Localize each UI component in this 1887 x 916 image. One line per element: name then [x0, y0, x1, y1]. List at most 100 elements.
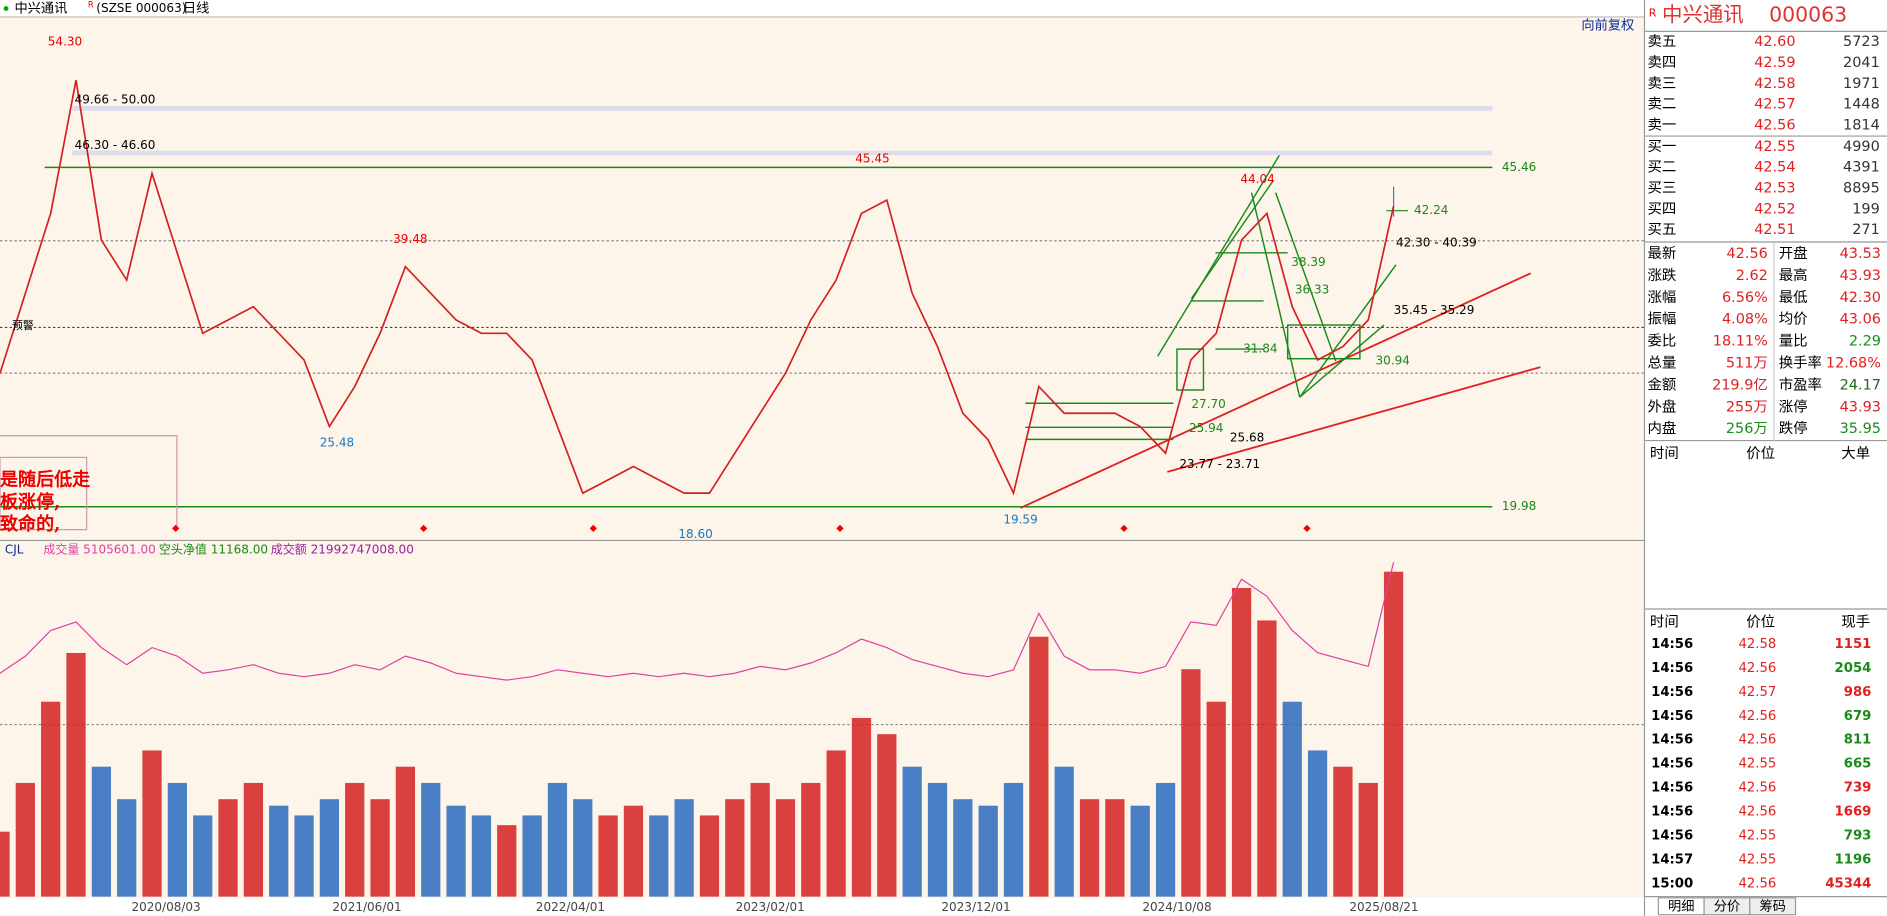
book-price: 42.56 [1754, 117, 1795, 133]
stat-value: 42.56 [1727, 246, 1768, 262]
trade-price: 42.55 [1738, 852, 1776, 867]
stat-value: 12.68% [1826, 356, 1881, 372]
drawings [1025, 154, 1397, 441]
signal-markers [172, 524, 1311, 533]
volume-bar [1358, 782, 1378, 897]
book-price: 42.51 [1754, 222, 1795, 238]
volume-bar [1333, 766, 1353, 897]
stat-label: 最低 [1779, 289, 1808, 306]
volume-bar [1206, 701, 1226, 897]
trade-time: 14:57 [1651, 852, 1693, 867]
stat-label: 外盘 [1648, 397, 1677, 415]
tab-label[interactable]: 筹码 [1759, 897, 1785, 914]
price-label: 38.39 [1291, 255, 1325, 269]
stat-value: 255万 [1726, 399, 1768, 415]
trade-volume: 1151 [1835, 637, 1872, 652]
volume-bar [193, 815, 213, 897]
stat-label: 振幅 [1648, 311, 1677, 328]
period[interactable]: 日线 [183, 1, 209, 17]
trend-line [1020, 272, 1532, 509]
price-label: 54.30 [48, 35, 82, 49]
price-label: 45.45 [855, 151, 889, 165]
stat-value: 18.11% [1713, 334, 1768, 350]
stat-value: 256万 [1726, 421, 1768, 437]
volume-bar [1231, 587, 1252, 897]
stat-value: 43.93 [1840, 268, 1881, 284]
volume-bar [1155, 782, 1176, 897]
tab-label[interactable]: 明细 [1668, 898, 1694, 914]
volume-bar [826, 750, 846, 897]
book-label: 买五 [1648, 221, 1677, 238]
book-price: 42.54 [1754, 160, 1795, 176]
book-volume: 8895 [1843, 181, 1880, 197]
volume-bar [1079, 799, 1100, 897]
trade-price: 42.55 [1738, 757, 1776, 772]
note: 预警 [12, 318, 34, 332]
price-label: 42.24 [1414, 203, 1448, 217]
volume-bar [370, 799, 390, 897]
book-label: 卖三 [1648, 75, 1677, 92]
volume-bar [167, 782, 187, 897]
trade-volume: 2054 [1835, 661, 1872, 676]
stat-value: 2.62 [1736, 268, 1768, 284]
volume-bar [446, 805, 466, 897]
note: 致命的, [0, 513, 60, 535]
book-price: 42.58 [1754, 76, 1795, 92]
tab[interactable] [1749, 897, 1797, 916]
stat-value: 2.29 [1849, 334, 1881, 350]
volume-bar [1105, 799, 1125, 897]
legend-item: 成交量 5105601.00 [43, 542, 156, 557]
note: 板涨停, [0, 491, 60, 513]
book-label: 买四 [1648, 200, 1677, 217]
stat-value: 24.17 [1840, 377, 1881, 393]
volume-bar [117, 799, 137, 897]
price-label: 45.46 [1502, 160, 1536, 174]
trade-volume: 679 [1844, 709, 1872, 724]
volume-bar [15, 782, 35, 897]
volume-bar [674, 799, 694, 897]
legend-item: 成交额 21992747008.00 [271, 542, 414, 557]
stat-label: 量比 [1779, 333, 1808, 350]
trade-volume: 811 [1844, 733, 1872, 748]
book-volume: 1814 [1843, 117, 1880, 133]
stock-code: (SZSE 000063) [96, 1, 186, 15]
trade-price: 42.56 [1738, 876, 1776, 891]
stat-label: 内盘 [1648, 419, 1677, 437]
volume-bar [142, 750, 162, 897]
trade-time: 14:56 [1651, 757, 1693, 772]
price-label: 25.68 [1230, 431, 1264, 445]
volume-bar [345, 782, 365, 897]
tab-label[interactable]: 分价 [1714, 898, 1740, 914]
stat-value: 6.56% [1722, 290, 1768, 306]
price-label: 31.84 [1243, 342, 1277, 356]
price-label: 49.66 - 50.00 [75, 92, 156, 106]
trade-time: 14:56 [1651, 733, 1693, 748]
trade-price: 42.56 [1738, 733, 1776, 748]
adjust-mode[interactable]: 向前复权 [1581, 16, 1634, 33]
volume-bar [877, 734, 897, 897]
status-dot [3, 6, 9, 11]
stat-label: 委比 [1648, 333, 1677, 350]
price-label: 19.98 [1502, 499, 1536, 513]
volume-bar [1054, 766, 1074, 897]
volume-bar [269, 805, 289, 897]
trade-price: 42.57 [1738, 685, 1776, 700]
volume-bar [1282, 701, 1302, 897]
volume-bar [1130, 805, 1150, 897]
trade-time: 14:56 [1651, 829, 1693, 844]
flag: R [88, 0, 94, 9]
book-label: 卖四 [1648, 54, 1677, 71]
trade-price: 42.56 [1738, 661, 1776, 676]
volume-bar [1003, 782, 1024, 897]
date-label: 2021/06/01 [332, 900, 401, 914]
note-box [0, 456, 88, 531]
volume-bar [66, 652, 86, 897]
book-volume: 199 [1852, 201, 1880, 217]
price-label: 46.30 - 46.60 [75, 138, 156, 152]
book-volume: 271 [1852, 222, 1880, 238]
volume-bar [1181, 669, 1201, 897]
stat-label: 跌停 [1779, 420, 1808, 437]
date-label: 2023/02/01 [736, 900, 805, 914]
date-label: 2023/12/01 [941, 900, 1010, 914]
